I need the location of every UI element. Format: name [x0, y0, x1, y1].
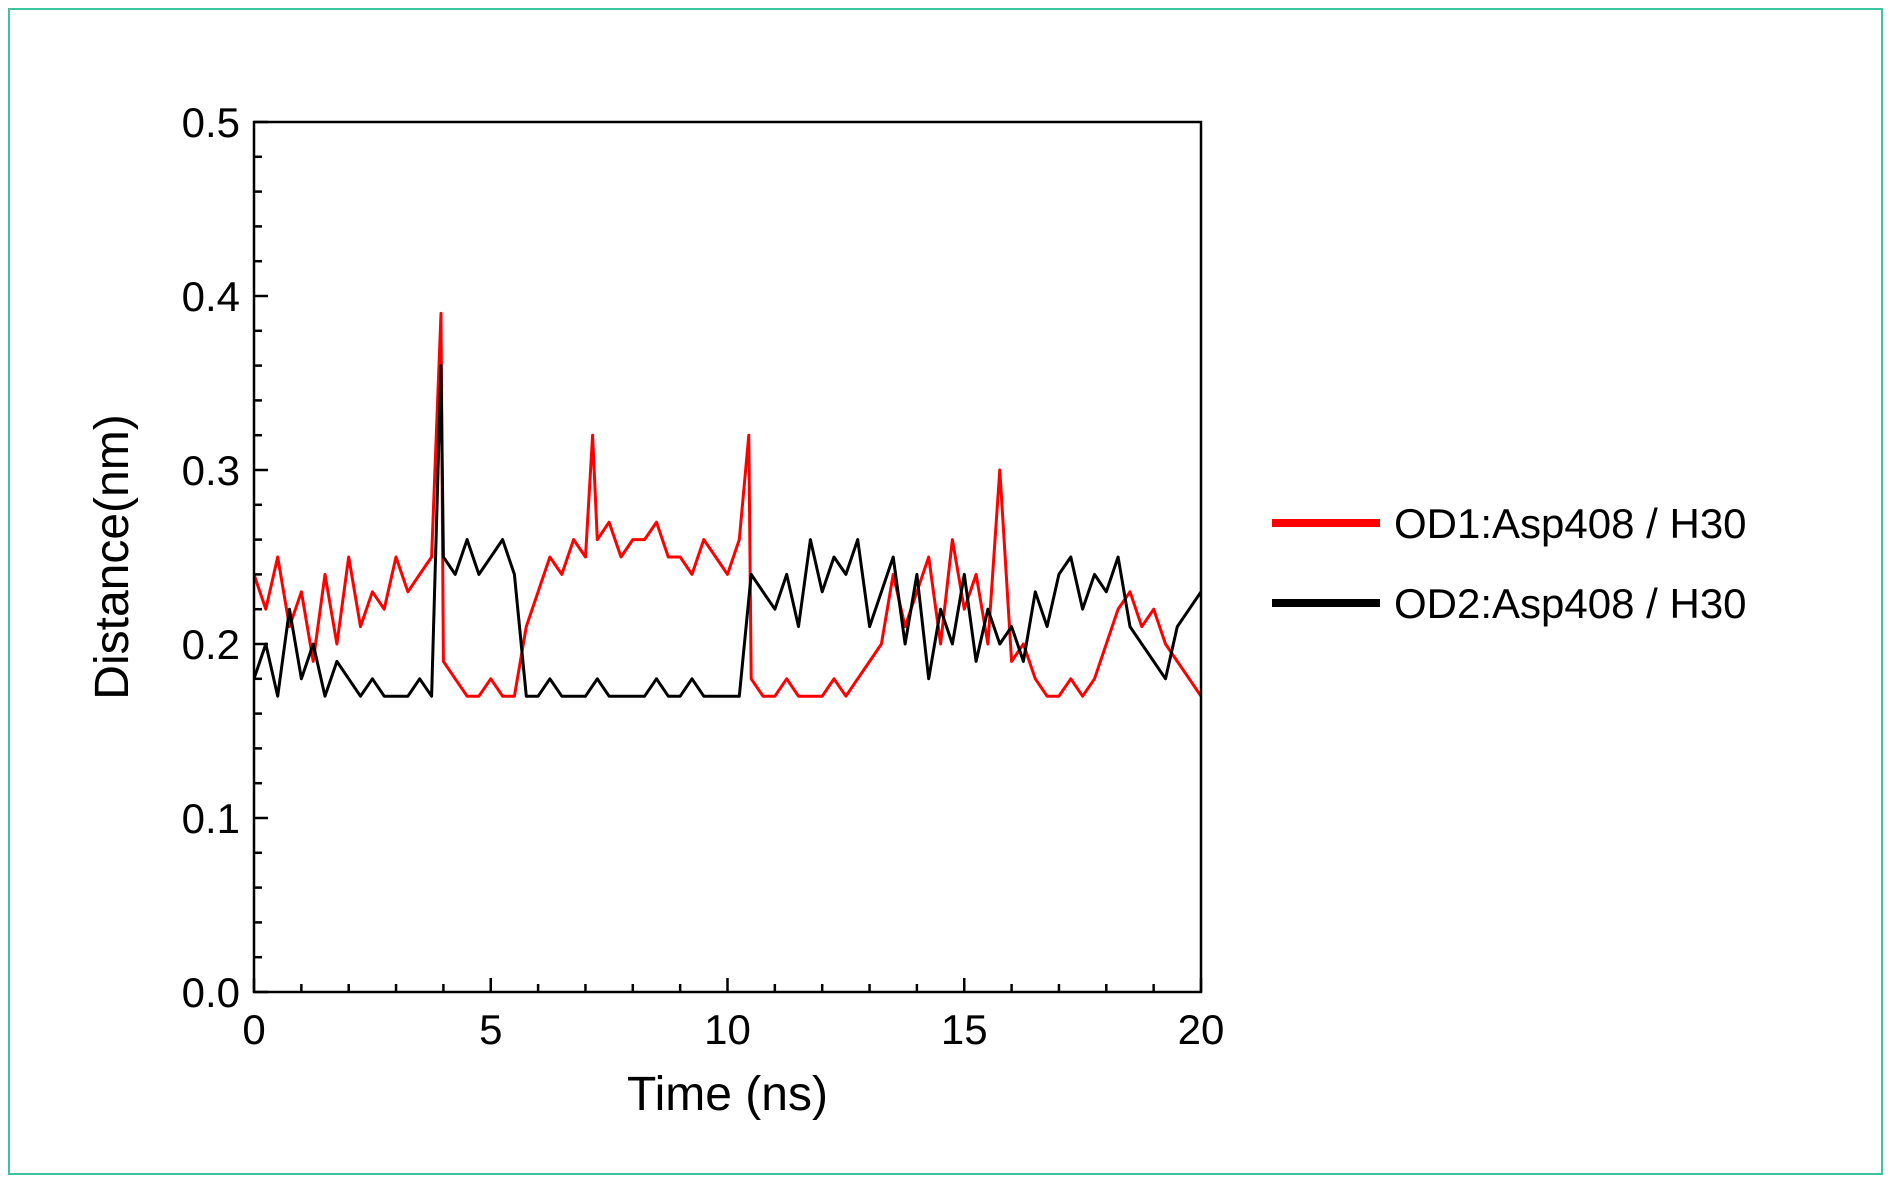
- y-tick-label: 0.4: [182, 273, 240, 320]
- y-tick-label: 0.0: [182, 969, 240, 1016]
- x-tick-label: 15: [941, 1006, 988, 1053]
- distance-line-chart: 0 5 10 15 20 0.0 0.1 0.2 0.3 0.4 0.5 Time (ns) Dis…: [86, 99, 1747, 1121]
- axis-ticks: [252, 120, 1203, 994]
- series-line-od1: [254, 311, 1201, 698]
- x-tick-label: 20: [1178, 1006, 1225, 1053]
- legend-label-od1: OD1:Asp408 / H30: [1394, 500, 1747, 547]
- series-layer: [254, 311, 1201, 698]
- legend: OD1:Asp408 / H30 OD2:Asp408 / H30: [1272, 500, 1747, 627]
- x-tick-label: 5: [479, 1006, 502, 1053]
- figure-frame: 0 5 10 15 20 0.0 0.1 0.2 0.3 0.4 0.5 Time (ns) Dis…: [8, 8, 1883, 1175]
- y-tick-label: 0.3: [182, 447, 240, 494]
- y-tick-label: 0.5: [182, 99, 240, 146]
- y-tick-label: 0.1: [182, 795, 240, 842]
- y-tick-label: 0.2: [182, 621, 240, 668]
- y-axis-title: Distance(nm): [86, 414, 139, 699]
- x-axis-title: Time (ns): [627, 1068, 828, 1121]
- legend-label-od2: OD2:Asp408 / H30: [1394, 580, 1747, 627]
- axis-tick-labels: 0 5 10 15 20 0.0 0.1 0.2 0.3 0.4 0.5: [182, 99, 1225, 1053]
- x-tick-label: 10: [704, 1006, 751, 1053]
- x-tick-label: 0: [242, 1006, 265, 1053]
- series-line-od2: [254, 364, 1201, 698]
